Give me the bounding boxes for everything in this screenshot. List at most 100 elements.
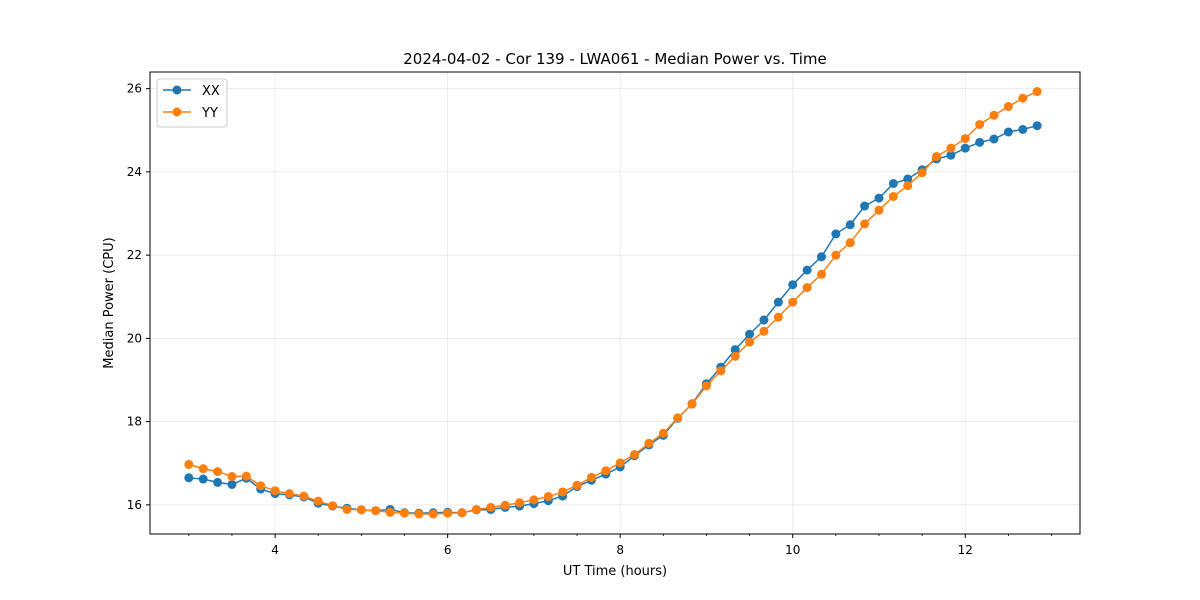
data-point-yy bbox=[1032, 87, 1042, 97]
data-point-yy bbox=[213, 467, 223, 477]
data-point-yy bbox=[558, 487, 568, 497]
data-point-xx bbox=[888, 179, 898, 189]
legend: XX YY bbox=[156, 78, 228, 128]
data-point-yy bbox=[572, 480, 582, 490]
data-point-yy bbox=[673, 413, 683, 423]
data-point-xx bbox=[184, 473, 194, 483]
data-point-yy bbox=[802, 283, 812, 293]
x-tick-label: 6 bbox=[444, 543, 452, 557]
data-point-yy bbox=[529, 495, 539, 505]
data-point-yy bbox=[256, 481, 266, 491]
data-point-yy bbox=[457, 508, 467, 518]
data-point-yy bbox=[917, 168, 927, 178]
data-point-xx bbox=[198, 474, 208, 484]
y-tick-label: 24 bbox=[127, 165, 142, 179]
x-tick-label: 8 bbox=[616, 543, 624, 557]
data-point-xx bbox=[1003, 127, 1013, 137]
data-point-xx bbox=[213, 477, 223, 487]
series-layer bbox=[184, 87, 1042, 519]
plot-frame bbox=[149, 71, 1081, 535]
data-point-yy bbox=[687, 399, 697, 409]
data-point-xx bbox=[788, 280, 798, 290]
data-point-yy bbox=[644, 438, 654, 448]
data-point-yy bbox=[443, 508, 453, 518]
data-point-yy bbox=[745, 337, 755, 347]
y-axis-label: Median Power (CPU) bbox=[102, 237, 117, 368]
x-axis-label: UT Time (hours) bbox=[563, 564, 667, 579]
data-point-xx bbox=[903, 174, 913, 184]
data-point-xx bbox=[860, 201, 870, 211]
data-point-yy bbox=[932, 151, 942, 161]
data-point-yy bbox=[816, 269, 826, 279]
data-point-xx bbox=[831, 229, 841, 239]
data-point-xx bbox=[946, 150, 956, 160]
data-point-yy bbox=[356, 505, 366, 515]
legend-marker-xx bbox=[172, 85, 182, 95]
data-point-yy bbox=[658, 428, 668, 438]
data-point-xx bbox=[975, 137, 985, 147]
data-point-yy bbox=[586, 472, 596, 482]
legend-label-yy: YY bbox=[201, 106, 218, 121]
data-point-yy bbox=[385, 507, 395, 517]
y-tick-label: 18 bbox=[127, 415, 142, 429]
data-point-xx bbox=[1032, 121, 1042, 131]
data-point-yy bbox=[975, 119, 985, 129]
data-point-yy bbox=[299, 491, 309, 501]
data-point-yy bbox=[874, 205, 884, 215]
data-point-yy bbox=[471, 504, 481, 514]
data-point-yy bbox=[400, 508, 409, 518]
data-point-xx bbox=[773, 297, 783, 307]
data-point-yy bbox=[860, 219, 870, 229]
data-point-yy bbox=[773, 312, 783, 322]
data-point-yy bbox=[313, 496, 323, 506]
legend-marker-yy bbox=[172, 107, 182, 117]
data-point-xx bbox=[874, 193, 884, 203]
data-point-yy bbox=[284, 489, 294, 499]
y-tick-label: 20 bbox=[127, 331, 142, 345]
data-point-yy bbox=[946, 143, 956, 153]
y-axis: 16 18 20 22 24 26 bbox=[127, 82, 150, 512]
data-point-yy bbox=[227, 472, 237, 482]
data-point-yy bbox=[888, 191, 898, 201]
data-point-yy bbox=[960, 134, 970, 144]
data-point-yy bbox=[500, 500, 510, 510]
data-point-xx bbox=[816, 252, 826, 262]
legend-label-xx: XX bbox=[202, 84, 220, 99]
data-point-yy bbox=[184, 459, 194, 469]
data-point-yy bbox=[989, 110, 999, 120]
data-point-yy bbox=[630, 450, 640, 459]
data-point-yy bbox=[1018, 93, 1028, 103]
data-point-yy bbox=[903, 181, 913, 191]
y-tick-label: 22 bbox=[127, 248, 142, 262]
data-point-yy bbox=[414, 509, 424, 519]
data-point-xx bbox=[1018, 124, 1028, 134]
data-point-yy bbox=[730, 351, 740, 361]
data-point-xx bbox=[745, 329, 755, 339]
x-tick-label: 10 bbox=[785, 543, 800, 557]
data-point-yy bbox=[615, 458, 625, 468]
data-point-yy bbox=[701, 381, 711, 391]
data-point-yy bbox=[845, 238, 855, 248]
data-point-yy bbox=[788, 297, 798, 307]
data-point-yy bbox=[371, 506, 381, 516]
data-point-yy bbox=[831, 250, 841, 260]
y-tick-label: 26 bbox=[127, 82, 142, 96]
y-tick-label: 16 bbox=[127, 498, 142, 512]
data-point-yy bbox=[543, 492, 553, 502]
data-point-xx bbox=[802, 265, 812, 275]
data-point-yy bbox=[759, 326, 769, 336]
data-point-yy bbox=[198, 464, 208, 474]
data-point-yy bbox=[486, 502, 496, 512]
data-point-yy bbox=[1003, 102, 1013, 112]
data-point-xx bbox=[730, 345, 740, 355]
data-point-yy bbox=[428, 509, 438, 519]
x-axis: 4 6 8 10 12 bbox=[188, 534, 1052, 557]
series-yy bbox=[184, 87, 1042, 519]
x-tick-label: 12 bbox=[958, 543, 973, 557]
data-point-xx bbox=[227, 479, 237, 489]
data-point-yy bbox=[342, 504, 352, 514]
data-point-yy bbox=[515, 498, 525, 508]
data-point-yy bbox=[270, 486, 280, 496]
x-tick-label: 4 bbox=[271, 543, 279, 557]
